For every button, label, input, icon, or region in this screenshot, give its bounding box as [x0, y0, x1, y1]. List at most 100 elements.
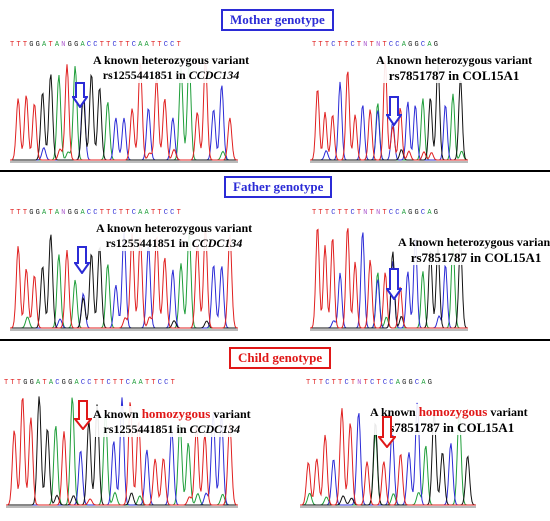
child-left-arrow-icon: [74, 400, 92, 430]
base-call-letter: A: [48, 379, 56, 387]
base-call-letter: G: [408, 209, 415, 217]
base-call-letter: N: [61, 209, 68, 217]
base-call-letter: C: [420, 41, 428, 49]
child-right-homozygous-label: homozygous: [418, 404, 488, 419]
base-call-letter: C: [157, 379, 165, 387]
base-call-letter: C: [344, 379, 351, 387]
base-call-letter: C: [93, 209, 100, 217]
base-call-letter: C: [163, 41, 171, 49]
base-call-letter: G: [67, 209, 75, 217]
base-call-letter: C: [350, 41, 357, 49]
base-call-letter: C: [131, 41, 139, 49]
base-call-letter: C: [125, 379, 133, 387]
base-call-letter: T: [318, 379, 326, 387]
base-call-letter: N: [363, 41, 370, 49]
base-call-letter: T: [16, 41, 23, 49]
base-call-letter: T: [151, 379, 158, 387]
base-call-letter: T: [157, 209, 164, 217]
base-call-letter: C: [420, 209, 428, 217]
base-call-letter: T: [176, 41, 183, 49]
father-left-annotation: A known heterozygous variant rs125544185…: [96, 221, 253, 251]
trace-t: [310, 60, 468, 161]
child-left-rsid: rs1255441851 in: [103, 422, 187, 436]
base-call-letter: T: [48, 209, 55, 217]
base-call-letter: T: [48, 41, 55, 49]
base-call-letter: C: [163, 209, 171, 217]
base-call-letter: G: [61, 379, 69, 387]
base-call-letter: T: [170, 379, 177, 387]
base-call-letter: T: [376, 379, 383, 387]
base-call-letter: T: [119, 379, 126, 387]
base-call-letter: T: [118, 41, 126, 49]
base-call-letter: N: [61, 41, 68, 49]
mother-left-sequence: TTTGGATANGGACCTTCTTCAATTCCT: [10, 41, 183, 49]
base-call-letter: A: [36, 379, 43, 387]
base-call-letter: C: [331, 41, 338, 49]
base-call-letter: G: [68, 379, 75, 387]
mother-right-arrow-icon: [386, 96, 402, 126]
base-call-letter: G: [414, 209, 421, 217]
base-call-letter: G: [29, 41, 36, 49]
base-call-letter: T: [10, 209, 17, 217]
base-call-letter: C: [382, 379, 390, 387]
base-call-letter: T: [16, 379, 24, 387]
base-call-letter: T: [125, 209, 132, 217]
base-call-letter: C: [112, 41, 119, 49]
child-left-annotation-post: variant: [210, 407, 251, 421]
base-call-letter: A: [138, 379, 145, 387]
base-call-letter: T: [318, 41, 325, 49]
child-right-sequence: TTTCTTCTNTCTCCAGGCAG: [306, 379, 434, 387]
base-call-letter: T: [344, 41, 351, 49]
base-call-letter: T: [100, 379, 107, 387]
base-call-letter: A: [80, 41, 87, 49]
base-call-letter: G: [414, 41, 421, 49]
mother-left-annotation-line1: A known heterozygous variant: [93, 53, 250, 67]
child-left-annotation-pre: A known: [93, 407, 142, 421]
base-call-letter: A: [144, 41, 151, 49]
base-call-letter: G: [433, 209, 441, 217]
base-call-letter: G: [408, 379, 415, 387]
base-call-letter: T: [306, 379, 313, 387]
base-call-letter: T: [331, 379, 339, 387]
separator-bottom: [0, 339, 550, 341]
mother-right-sequence: TTTCTTCTNTNTCCAGGCAG: [312, 41, 440, 49]
base-call-letter: T: [112, 379, 120, 387]
father-left-chromatogram: [10, 228, 238, 331]
base-call-letter: T: [369, 41, 377, 49]
separator-top: [0, 170, 550, 172]
child-right-arrow-icon: [378, 416, 396, 448]
base-call-letter: G: [402, 379, 409, 387]
base-call-letter: N: [363, 209, 370, 217]
base-call-letter: A: [80, 209, 87, 217]
child-left-chromatogram: [6, 396, 238, 508]
trace-t: [310, 228, 468, 329]
base-call-letter: T: [312, 209, 319, 217]
father-right-annotation-line1: A known heterozygous variant: [398, 235, 550, 249]
base-call-letter: T: [338, 379, 345, 387]
base-call-letter: C: [388, 41, 396, 49]
father-left-arrow-icon: [74, 246, 90, 274]
base-call-letter: C: [331, 209, 338, 217]
base-call-letter: A: [427, 209, 434, 217]
base-call-letter: T: [4, 379, 11, 387]
base-call-letter: C: [80, 379, 88, 387]
trace-t: [10, 61, 238, 161]
base-call-letter: T: [337, 41, 345, 49]
mother-genotype-title: Mother genotype: [221, 9, 334, 31]
base-call-letter: T: [106, 209, 113, 217]
base-call-letter: T: [99, 41, 107, 49]
child-left-homozygous-label: homozygous: [141, 406, 211, 421]
base-call-letter: T: [312, 379, 319, 387]
base-call-letter: C: [395, 41, 402, 49]
base-call-letter: A: [132, 379, 139, 387]
mother-left-rsid: rs1255441851 in: [102, 68, 186, 82]
base-call-letter: T: [42, 379, 49, 387]
base-call-letter: C: [414, 379, 422, 387]
base-call-letter: C: [86, 41, 94, 49]
father-right-annotation: A known heterozygous variant rs7851787 i…: [398, 235, 550, 265]
base-call-letter: A: [421, 379, 428, 387]
base-call-letter: T: [144, 379, 152, 387]
mother-right-rsid-gene: rs7851787 in COL15A1: [388, 68, 520, 83]
base-call-letter: A: [138, 209, 145, 217]
father-left-gene: CCDC134: [191, 236, 243, 250]
